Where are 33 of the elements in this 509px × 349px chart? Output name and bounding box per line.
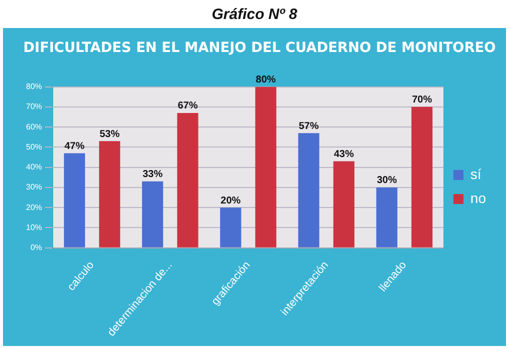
y-tick-label: 20% — [26, 202, 42, 212]
y-tick-label: 10% — [26, 222, 42, 232]
bar — [298, 133, 320, 248]
data-label: 20% — [220, 195, 241, 206]
bar — [411, 106, 432, 248]
bar — [64, 153, 86, 248]
bar — [220, 208, 242, 248]
data-label: 47% — [64, 140, 85, 152]
bar — [255, 86, 276, 248]
data-label: 67% — [178, 100, 198, 112]
y-tick-label: 30% — [26, 182, 42, 192]
bar — [177, 112, 198, 248]
data-label: 30% — [376, 175, 397, 186]
bar — [142, 181, 164, 248]
y-tick-label: 40% — [26, 162, 42, 172]
y-tick-label: 0% — [30, 243, 42, 252]
y-tick-label: 50% — [26, 142, 42, 152]
data-label: 53% — [100, 128, 120, 140]
bar — [376, 187, 398, 248]
data-label: 33% — [142, 169, 163, 180]
legend-label: no — [470, 190, 486, 206]
text: Gráfico Nº 8 — [210, 5, 298, 25]
legend-label: sí — [470, 166, 482, 182]
data-label: 80% — [256, 74, 276, 86]
data-label: 70% — [412, 94, 432, 106]
data-label: 43% — [334, 149, 354, 160]
data-label: 57% — [298, 120, 319, 132]
y-tick-label: 60% — [26, 122, 42, 132]
bar — [99, 141, 120, 248]
chart-title: DIFICULTADES EN EL MANEJO DEL CUADERNO DE MONITOREO — [23, 40, 496, 56]
y-tick-label: 80% — [26, 82, 42, 92]
bar — [333, 161, 354, 248]
y-tick-label: 70% — [26, 102, 42, 112]
